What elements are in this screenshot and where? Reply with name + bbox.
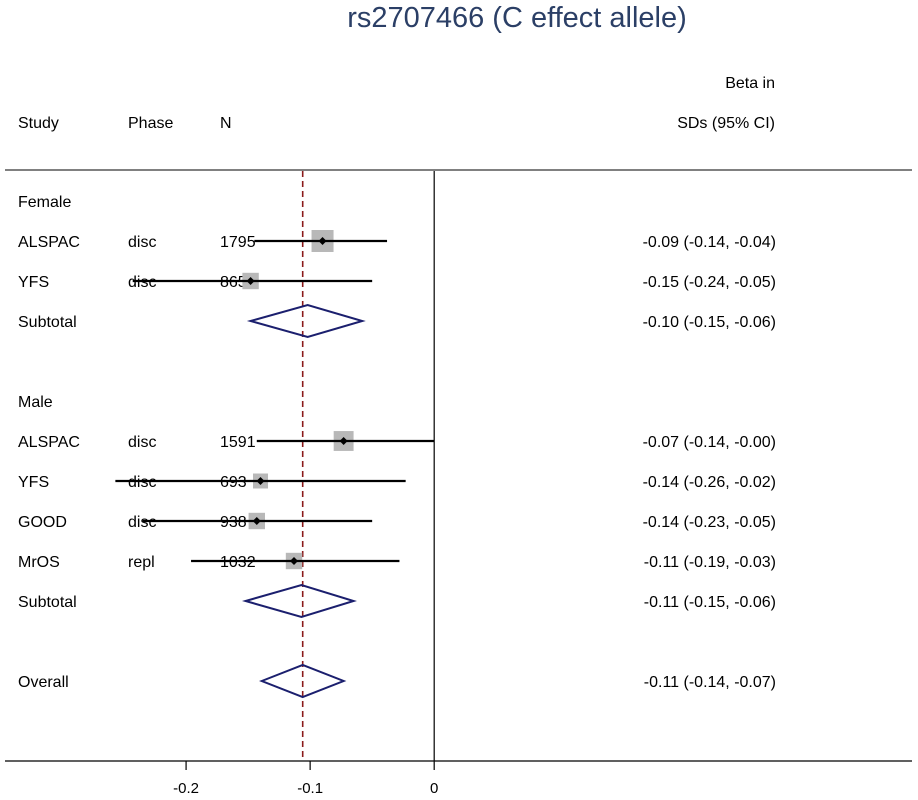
subtotal-diamond bbox=[246, 303, 366, 339]
effect-ci-text: -0.11 (-0.15, -0.06) bbox=[644, 594, 776, 611]
effect-ci-text: -0.14 (-0.23, -0.05) bbox=[643, 514, 776, 531]
study-name: GOOD bbox=[18, 514, 67, 531]
study-phase: disc bbox=[128, 474, 156, 491]
point-estimate bbox=[318, 237, 327, 245]
x-tick-label: -0.2 bbox=[173, 780, 199, 797]
point-estimate bbox=[252, 517, 261, 525]
effect-ci-text: -0.14 (-0.26, -0.02) bbox=[643, 474, 776, 491]
effect-ci-text: -0.07 (-0.14, -0.00) bbox=[643, 434, 776, 451]
x-tick-label: 0 bbox=[430, 780, 438, 797]
effect-ci-text: -0.11 (-0.19, -0.03) bbox=[644, 554, 776, 571]
header-phase: Phase bbox=[128, 115, 173, 132]
effect-ci-text: -0.09 (-0.14, -0.04) bbox=[643, 234, 776, 251]
overall-diamond bbox=[259, 663, 347, 699]
study-n: 1591 bbox=[220, 434, 256, 451]
point-estimate bbox=[290, 557, 299, 565]
header-study: Study bbox=[18, 115, 59, 132]
subtotal-label: Subtotal bbox=[18, 314, 77, 331]
header-n: N bbox=[220, 115, 232, 132]
chart-title: rs2707466 (C effect allele) bbox=[347, 2, 687, 34]
study-name: ALSPAC bbox=[18, 234, 80, 251]
point-estimate bbox=[256, 477, 265, 485]
effect-ci-text: -0.15 (-0.24, -0.05) bbox=[643, 274, 776, 291]
group-label: Female bbox=[18, 194, 71, 211]
study-n: 693 bbox=[220, 474, 247, 491]
effect-ci-text: -0.11 (-0.14, -0.07) bbox=[644, 674, 776, 691]
study-name: ALSPAC bbox=[18, 434, 80, 451]
study-n: 1032 bbox=[220, 554, 256, 571]
study-phase: disc bbox=[128, 514, 156, 531]
study-phase: disc bbox=[128, 274, 156, 291]
study-n: 865 bbox=[220, 274, 247, 291]
subtotal-diamond bbox=[241, 583, 357, 619]
study-name: YFS bbox=[18, 474, 49, 491]
study-phase: repl bbox=[128, 554, 155, 571]
study-n: 1795 bbox=[220, 234, 256, 251]
x-tick-label: -0.1 bbox=[297, 780, 323, 797]
subtotal-label: Subtotal bbox=[18, 594, 77, 611]
point-estimate bbox=[339, 437, 348, 445]
study-n: 938 bbox=[220, 514, 247, 531]
overall-label: Overall bbox=[18, 674, 69, 691]
header-effect-line2: SDs (95% CI) bbox=[677, 115, 775, 132]
point-estimate bbox=[246, 277, 255, 285]
header-effect-line1: Beta in bbox=[725, 75, 775, 92]
study-name: YFS bbox=[18, 274, 49, 291]
effect-ci-text: -0.10 (-0.15, -0.06) bbox=[643, 314, 776, 331]
study-name: MrOS bbox=[18, 554, 60, 571]
study-phase: disc bbox=[128, 234, 156, 251]
study-phase: disc bbox=[128, 434, 156, 451]
group-label: Male bbox=[18, 394, 53, 411]
